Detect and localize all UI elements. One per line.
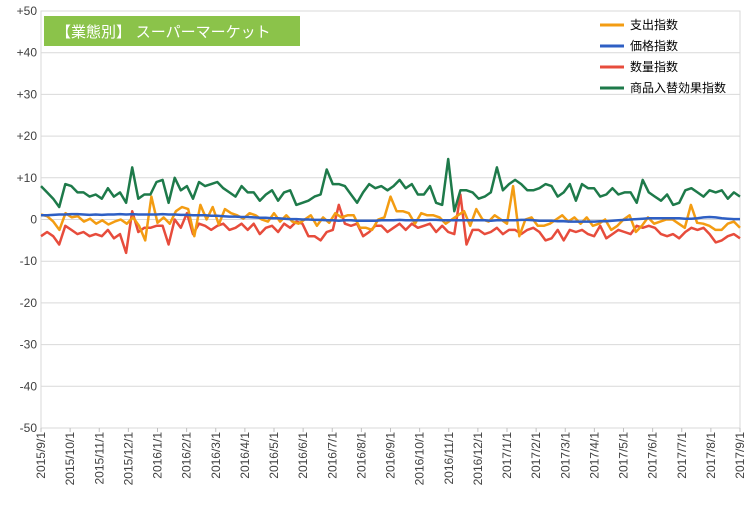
y-tick-label: -10 (20, 254, 38, 268)
x-tick-label: 2015/10/1 (63, 432, 77, 486)
x-tick-label: 2016/2/1 (180, 432, 194, 479)
y-tick-label: -40 (20, 379, 38, 393)
y-tick-label: +30 (17, 87, 38, 101)
x-tick-label: 2016/8/1 (354, 432, 368, 479)
series-line-2 (40, 193, 741, 255)
x-tick-label: 2017/3/1 (558, 432, 572, 479)
x-tick-label: 2016/5/1 (267, 432, 281, 479)
series-line-3 (40, 157, 741, 213)
x-tick-label: 2017/6/1 (646, 432, 660, 479)
x-tick-label: 2016/7/1 (325, 432, 339, 479)
x-tick-label: 2017/8/1 (704, 432, 718, 479)
x-tick-label: 2016/4/1 (238, 432, 252, 479)
x-tick-label: 2017/9/1 (733, 432, 746, 479)
legend-label: 数量指数 (630, 59, 678, 74)
x-tick-label: 2015/9/1 (34, 432, 48, 479)
x-tick-label: 2016/12/1 (471, 432, 485, 486)
legend-label: 支出指数 (630, 17, 678, 32)
x-tick-label: 2017/7/1 (675, 432, 689, 479)
x-axis: 2015/9/1 2015/10/1 2015/11/1 2015/12/1 2016/… (34, 428, 746, 485)
y-tick-label: -30 (20, 338, 38, 352)
x-tick-label: 2016/11/1 (442, 432, 456, 485)
legend-label: 商品入替効果指数 (630, 80, 726, 95)
y-tick-label: 0 (30, 213, 37, 227)
x-tick-label: 2016/3/1 (209, 432, 223, 479)
y-tick-label: +50 (17, 4, 38, 18)
x-tick-label: 2016/10/1 (413, 432, 427, 486)
x-tick-label: 2017/4/1 (587, 432, 601, 479)
y-tick-label: -20 (20, 296, 38, 310)
x-tick-label: 2015/12/1 (121, 432, 135, 486)
y-tick-label: +40 (17, 46, 38, 60)
title-badge-background (44, 16, 300, 46)
legend-label: 価格指数 (630, 38, 678, 53)
chart-title: 【業態別】 スーパーマーケット (56, 23, 271, 41)
x-tick-label: 2016/6/1 (296, 432, 310, 479)
y-tick-label: -50 (20, 421, 38, 435)
x-tick-label: 2016/1/1 (151, 432, 165, 479)
x-tick-label: 2016/9/1 (384, 432, 398, 479)
x-tick-label: 2015/11/1 (92, 432, 106, 485)
x-tick-label: 2017/5/1 (617, 432, 631, 479)
y-tick-label: +20 (17, 129, 38, 143)
y-tick-label: +10 (17, 171, 38, 185)
x-tick-label: 2017/1/1 (500, 432, 514, 479)
series-line-1 (41, 212, 740, 223)
x-tick-label: 2017/2/1 (529, 432, 543, 479)
y-axis: +50 +40 +30 +20 +10 0 -10 -20 -30 -40 -50 (17, 4, 38, 435)
series-lines (40, 157, 741, 255)
chart-title-badge: 【業態別】 スーパーマーケット (44, 16, 300, 46)
